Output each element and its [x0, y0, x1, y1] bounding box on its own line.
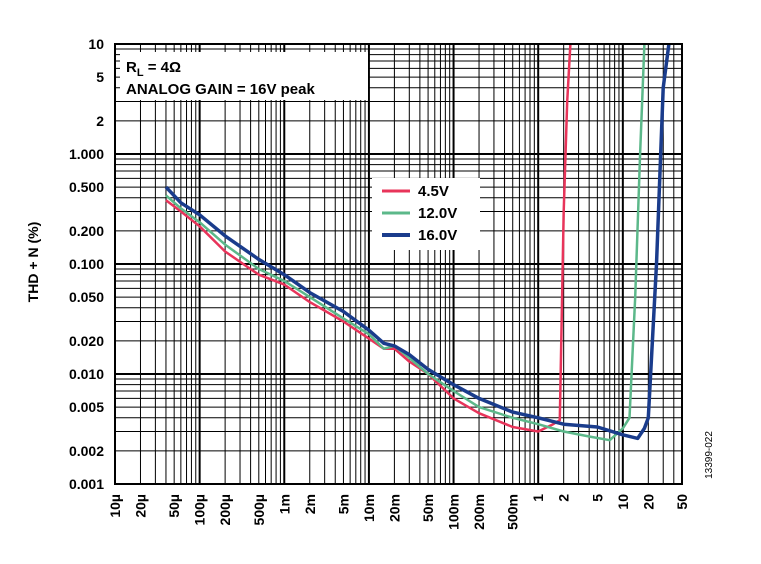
grid-layer	[114, 43, 683, 485]
x-tick-label: 50m	[420, 494, 436, 522]
x-tick-label: 5	[589, 494, 605, 502]
x-tick-label: 500µ	[251, 494, 267, 525]
x-tick-label: 50µ	[166, 494, 182, 518]
x-tick-label: 2	[556, 494, 572, 502]
series-line-12.0V	[165, 43, 646, 442]
x-tick-label: 200µ	[217, 494, 233, 525]
x-tick-label: 10µ	[107, 494, 123, 518]
y-tick-label: 0.010	[69, 366, 104, 382]
y-tick-label: 2	[96, 113, 104, 129]
annotation-line1: RL = 4Ω	[126, 59, 181, 79]
y-tick-label: 0.500	[69, 179, 104, 195]
legend-label: 16.0V	[418, 227, 457, 244]
x-tick-labels: 10µ 20µ 50µ 100µ 200µ 500µ 1m 2m 5m 10m 20m 50m 100m…	[107, 494, 690, 530]
y-tick-label: 0.050	[69, 289, 104, 305]
y-tick-label: 0.100	[69, 256, 104, 272]
x-tick-label: 2m	[302, 494, 318, 514]
annotation-line2: ANALOG GAIN = 16V peak	[126, 81, 315, 98]
y-tick-label: 10	[88, 36, 104, 52]
series-layer	[164, 43, 671, 442]
y-tick-label: 0.001	[69, 476, 104, 492]
y-tick-label: 1.000	[69, 146, 104, 162]
legend-label: 12.0V	[418, 205, 457, 222]
plot-frame	[114, 43, 683, 485]
x-tick-label: 1	[530, 494, 546, 502]
y-tick-label: 0.002	[69, 443, 104, 459]
figure-id: 13399-022	[704, 431, 715, 479]
x-tick-label: 20	[640, 494, 656, 510]
x-tick-label: 20µ	[133, 494, 149, 518]
annotation-box: RL = 4Ω ANALOG GAIN = 16V peak	[120, 52, 368, 100]
x-tick-label: 100µ	[192, 494, 208, 525]
series-line-16.0V	[164, 43, 671, 441]
y-tick-label: 5	[96, 69, 104, 85]
x-tick-label: 1m	[276, 494, 292, 514]
x-tick-label: 20m	[386, 494, 402, 522]
x-tick-label: 500m	[505, 494, 521, 530]
legend: 4.5V 12.0V 16.0V	[372, 178, 480, 250]
y-tick-label: 0.200	[69, 223, 104, 239]
x-tick-label: 10	[615, 494, 631, 510]
y-tick-label: 0.005	[69, 399, 104, 415]
y-tick-labels: 0.001 0.002 0.005 0.010 0.020 0.050 0.100 0.200…	[69, 36, 104, 492]
x-tick-label: 100m	[446, 494, 462, 530]
y-axis-label: THD + N (%)	[25, 222, 41, 303]
x-tick-label: 5m	[335, 494, 351, 514]
x-tick-label: 50	[674, 494, 690, 510]
y-tick-label: 0.020	[69, 333, 104, 349]
x-tick-label: 10m	[361, 494, 377, 522]
x-tick-label: 200m	[471, 494, 487, 530]
legend-label: 4.5V	[418, 183, 449, 200]
